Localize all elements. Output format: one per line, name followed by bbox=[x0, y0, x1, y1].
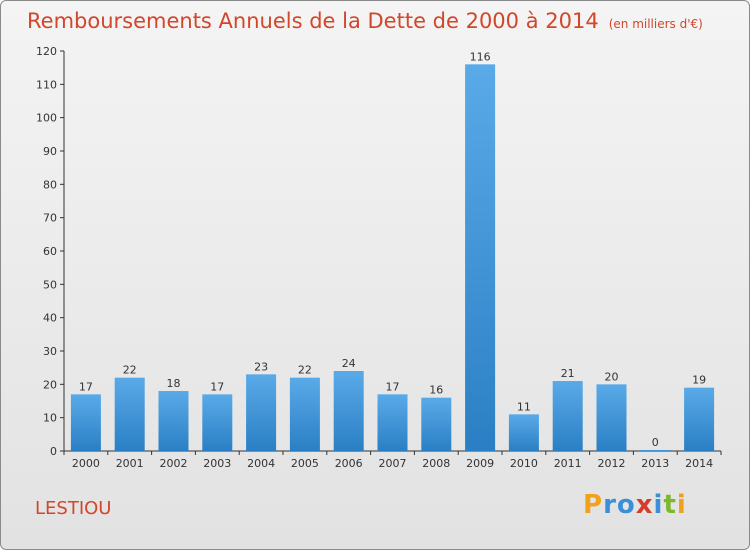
x-tick-label-2006: 2006 bbox=[335, 457, 363, 470]
x-tick-label-2010: 2010 bbox=[510, 457, 538, 470]
y-tick-label: 40 bbox=[43, 312, 57, 325]
data-label-2004: 23 bbox=[254, 360, 268, 373]
x-tick-label-2004: 2004 bbox=[247, 457, 275, 470]
y-tick-label: 10 bbox=[43, 412, 57, 425]
bar-2009 bbox=[465, 64, 496, 452]
logo-letter: P bbox=[583, 490, 604, 520]
bar-2007 bbox=[377, 394, 408, 451]
chart-title-text: Remboursements Annuels de la Dette de 20… bbox=[27, 9, 599, 33]
x-tick-label-2008: 2008 bbox=[422, 457, 450, 470]
data-label-2006: 24 bbox=[342, 357, 356, 370]
data-label-2012: 20 bbox=[605, 370, 619, 383]
y-tick-label: 50 bbox=[43, 278, 57, 291]
data-label-2013: 0 bbox=[652, 436, 659, 449]
x-tick-label-2013: 2013 bbox=[641, 457, 669, 470]
logo-letter: t bbox=[663, 490, 677, 520]
logo-letter: r bbox=[603, 490, 617, 520]
data-label-2008: 16 bbox=[429, 384, 443, 397]
bar-2003 bbox=[202, 394, 233, 451]
data-label-2002: 18 bbox=[167, 377, 181, 390]
bar-2011 bbox=[552, 381, 583, 451]
x-tick-label-2007: 2007 bbox=[379, 457, 407, 470]
chart-unit: (en milliers d'€) bbox=[608, 17, 703, 31]
bar-2013 bbox=[640, 450, 671, 451]
data-label-2003: 17 bbox=[210, 380, 224, 393]
data-label-2009: 116 bbox=[470, 50, 491, 63]
y-tick-label: 120 bbox=[36, 45, 57, 58]
data-label-2005: 22 bbox=[298, 364, 312, 377]
bar-2002 bbox=[158, 391, 189, 451]
commune-name: LESTIOU bbox=[35, 498, 112, 519]
data-label-2000: 17 bbox=[79, 380, 93, 393]
y-tick-label: 90 bbox=[43, 145, 57, 158]
logo-letter: i bbox=[653, 490, 664, 520]
bar-2012 bbox=[596, 384, 627, 451]
logo-letter: i bbox=[676, 490, 687, 520]
y-tick-label: 110 bbox=[36, 78, 57, 91]
data-label-2011: 21 bbox=[561, 367, 575, 380]
y-tick-label: 70 bbox=[43, 212, 57, 225]
y-tick-label: 80 bbox=[43, 178, 57, 191]
x-tick-label-2009: 2009 bbox=[466, 457, 494, 470]
bar-2010 bbox=[508, 414, 539, 451]
x-tick-label-2002: 2002 bbox=[160, 457, 188, 470]
logo-letter: x bbox=[635, 490, 654, 520]
bar-2005 bbox=[289, 377, 320, 451]
y-tick-label: 60 bbox=[43, 245, 57, 258]
bar-2000 bbox=[70, 394, 101, 451]
bar-2008 bbox=[421, 397, 452, 451]
data-label-2014: 19 bbox=[692, 374, 706, 387]
y-tick-label: 30 bbox=[43, 345, 57, 358]
data-label-2001: 22 bbox=[123, 364, 137, 377]
x-tick-label-2000: 2000 bbox=[72, 457, 100, 470]
logo-letter: o bbox=[616, 490, 636, 520]
y-tick-label: 20 bbox=[43, 378, 57, 391]
y-tick-label: 100 bbox=[36, 112, 57, 125]
x-tick-label-2003: 2003 bbox=[203, 457, 231, 470]
x-tick-label-2012: 2012 bbox=[598, 457, 626, 470]
x-tick-label-2001: 2001 bbox=[116, 457, 144, 470]
chart-title: Remboursements Annuels de la Dette de 20… bbox=[27, 9, 703, 33]
bar-2006 bbox=[333, 371, 364, 451]
bar-2014 bbox=[684, 387, 715, 451]
data-label-2007: 17 bbox=[386, 380, 400, 393]
x-tick-label-2011: 2011 bbox=[554, 457, 582, 470]
x-tick-label-2005: 2005 bbox=[291, 457, 319, 470]
bar-2004 bbox=[246, 374, 277, 451]
y-tick-label: 0 bbox=[50, 445, 57, 458]
bars: 17 22 18 17 23 22 24 17 16 116 11 21 20 0 19 bbox=[70, 50, 715, 452]
proxiti-logo[interactable]: Proxiti bbox=[583, 490, 687, 520]
data-label-2010: 11 bbox=[517, 400, 531, 413]
bar-2001 bbox=[114, 377, 145, 451]
x-tick-label-2014: 2014 bbox=[685, 457, 713, 470]
